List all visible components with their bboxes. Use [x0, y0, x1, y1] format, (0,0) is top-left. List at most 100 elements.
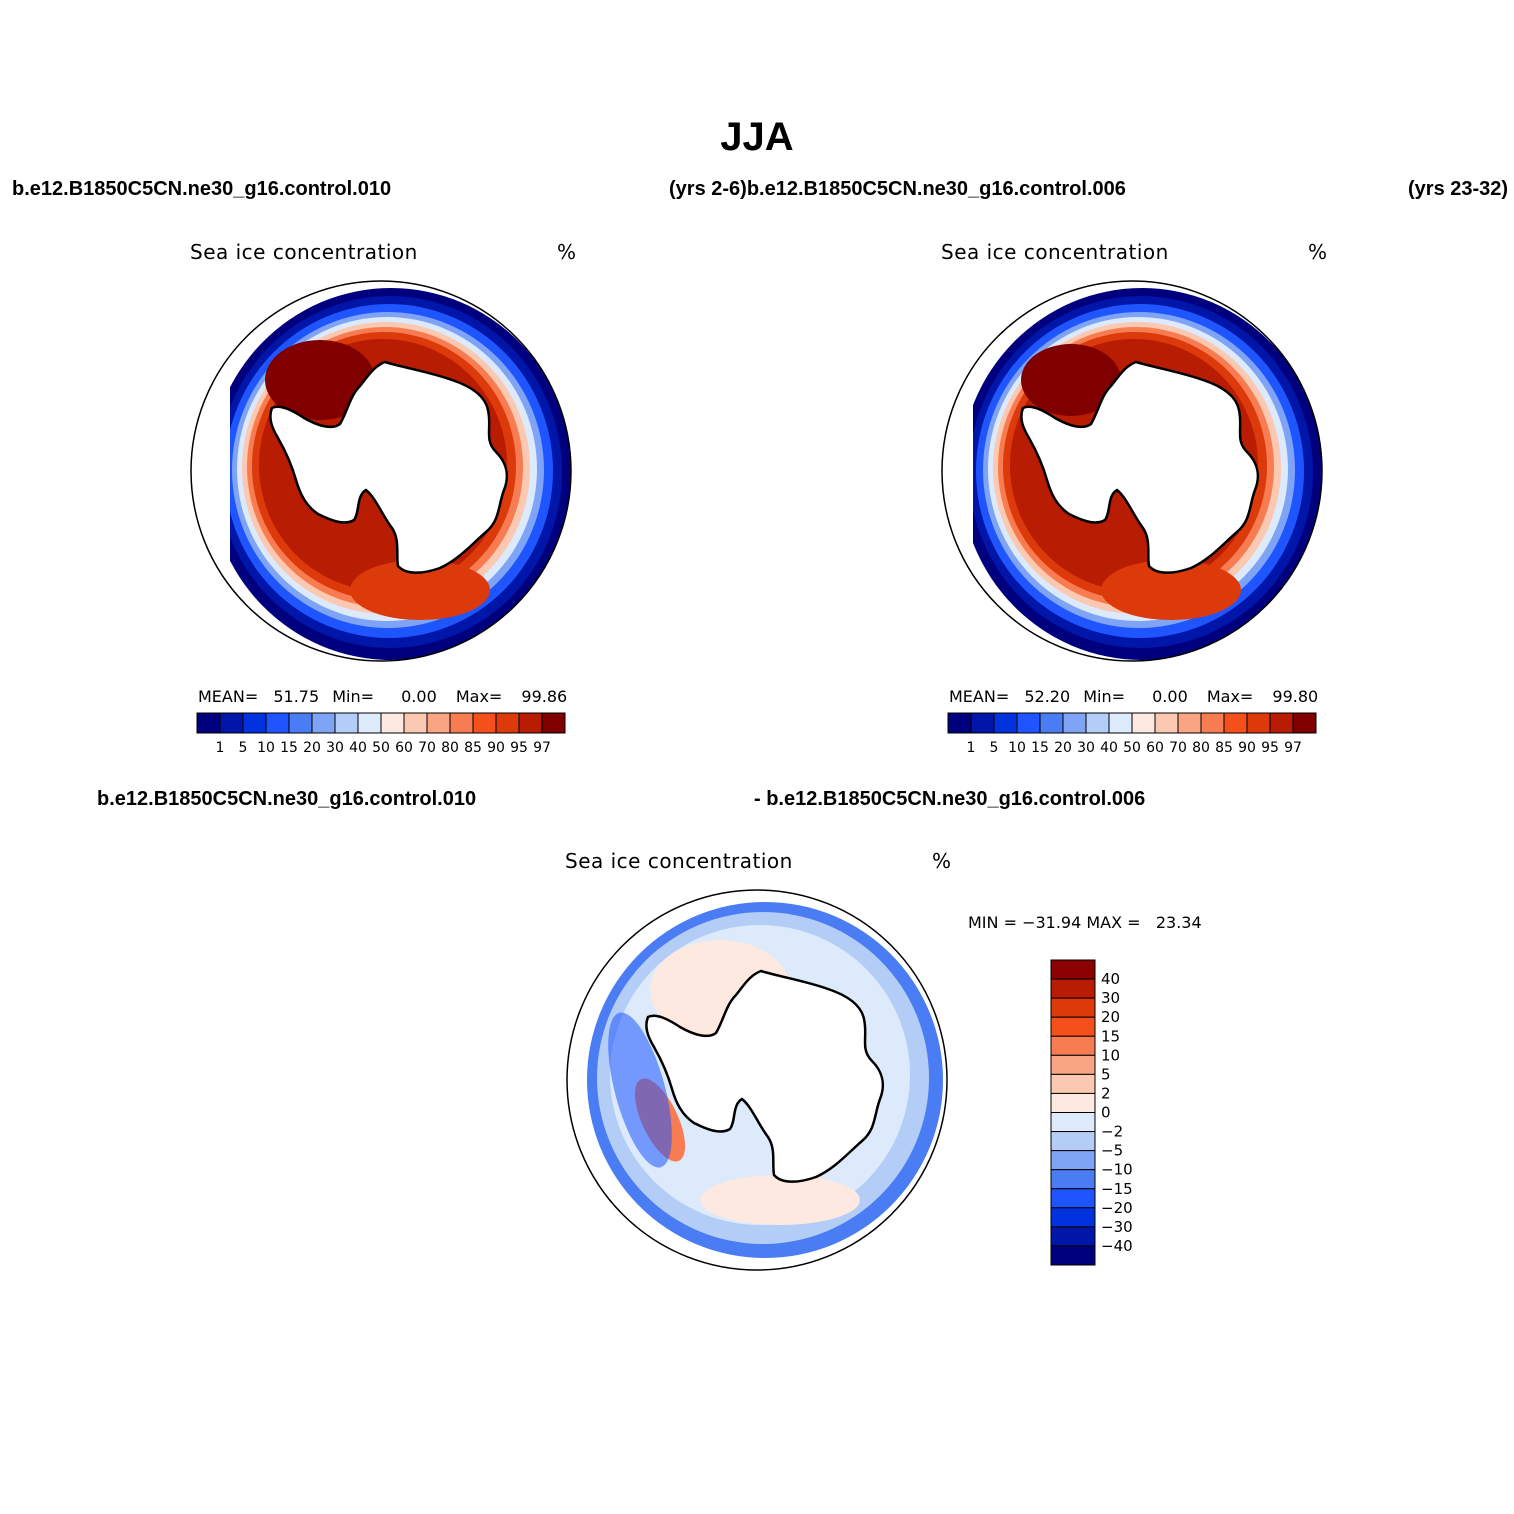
colorbar-label: 5 — [1101, 1065, 1111, 1083]
colorbar-label: 70 — [418, 740, 436, 756]
colorbar-label: 0 — [1101, 1104, 1111, 1122]
diff-unit: % — [932, 849, 952, 873]
colorbar-label: 60 — [1146, 740, 1164, 756]
colorbar-swatch — [1050, 1054, 1096, 1075]
figure-title: JJA — [720, 115, 794, 159]
colorbar-swatch — [1050, 1112, 1096, 1133]
max-label: Max= — [455, 687, 503, 706]
mean-value: 52.20 — [1024, 687, 1071, 706]
colorbar-swatch — [1050, 1131, 1096, 1152]
diff-map — [566, 889, 948, 1271]
panel1-stats: MEAN= 51.75 Min= 0.00 Max= 99.86 — [198, 687, 567, 706]
colorbar-swatch — [472, 712, 497, 734]
colorbar-swatch — [993, 712, 1018, 734]
max-value: 99.80 — [1272, 687, 1319, 706]
ice-ross-zone — [350, 560, 490, 620]
colorbar-swatch — [1292, 712, 1317, 734]
panel1-unit: % — [557, 240, 577, 264]
colorbar-swatch — [288, 712, 313, 734]
colorbar-swatch — [1154, 712, 1179, 734]
colorbar-panel1: 1 5 10 15 20 30 40 50 60 70 80 85 90 95 97 — [196, 712, 566, 756]
colorbar-swatch — [495, 712, 520, 734]
colorbar-label: −30 — [1101, 1218, 1133, 1236]
min-label: Min= — [1083, 687, 1126, 706]
colorbar-swatch — [518, 712, 543, 734]
colorbar-swatch — [196, 712, 221, 734]
colorbar-swatch — [1050, 959, 1096, 980]
mean-label: MEAN= — [198, 687, 259, 706]
colorbar-label: 20 — [1101, 1008, 1120, 1026]
colorbar-swatch — [219, 712, 244, 734]
colorbar-label: 97 — [533, 740, 551, 756]
colorbar-label: 10 — [1008, 740, 1026, 756]
colorbar-label: 85 — [1215, 740, 1233, 756]
diff-zone-pos2-south — [700, 1175, 860, 1225]
colorbar-label: 97 — [1284, 740, 1302, 756]
colorbar-label: 30 — [1101, 989, 1120, 1007]
panel2-unit: % — [1308, 240, 1328, 264]
colorbar-label: 30 — [1077, 740, 1095, 756]
colorbar-label: 95 — [510, 740, 528, 756]
colorbar-swatch — [1062, 712, 1087, 734]
colorbar-label: 5 — [990, 740, 999, 756]
colorbar-swatch — [1050, 1226, 1096, 1247]
colorbar-label: 40 — [1100, 740, 1118, 756]
colorbar-swatch — [1108, 712, 1133, 734]
colorbar-swatch — [1016, 712, 1041, 734]
colorbar-label: 15 — [1031, 740, 1049, 756]
colorbar-label: 50 — [1123, 740, 1141, 756]
max-value: 99.86 — [521, 687, 568, 706]
min-label: Min= — [332, 687, 375, 706]
colorbar-swatch — [541, 712, 566, 734]
colorbar-label: 2 — [1101, 1084, 1111, 1102]
colorbar-swatch — [1050, 1016, 1096, 1037]
colorbar-swatch — [265, 712, 290, 734]
colorbar-swatch — [1039, 712, 1064, 734]
panel1-title: Sea ice concentration — [190, 240, 418, 264]
colorbar-label: 10 — [1101, 1046, 1120, 1064]
min-value: 0.00 — [401, 687, 437, 706]
colorbar-swatch — [403, 712, 428, 734]
colorbar-swatch — [311, 712, 336, 734]
diff-case-right: - b.e12.B1850C5CN.ne30_g16.control.006 — [754, 788, 1146, 810]
panel2-map — [941, 280, 1323, 662]
colorbar-swatch — [1050, 1207, 1096, 1228]
colorbar-swatch — [1050, 1169, 1096, 1190]
colorbar-label: −5 — [1101, 1142, 1123, 1160]
colorbar-label: 30 — [326, 740, 344, 756]
min-value: 0.00 — [1152, 687, 1188, 706]
colorbar-swatch — [426, 712, 451, 734]
colorbar-swatch — [1050, 1245, 1096, 1266]
max-label: Max= — [1206, 687, 1254, 706]
colorbar-swatch — [1050, 1150, 1096, 1171]
diff-title: Sea ice concentration — [565, 849, 793, 873]
years-right: (yrs 23-32) — [1408, 178, 1508, 200]
colorbar-label: 5 — [239, 740, 248, 756]
colorbar-label: 15 — [280, 740, 298, 756]
colorbar-panel2: 1 5 10 15 20 30 40 50 60 70 80 85 90 95 97 — [947, 712, 1317, 756]
colorbar-label: 90 — [487, 740, 505, 756]
colorbar-swatch — [1246, 712, 1271, 734]
colorbar-swatch — [1131, 712, 1156, 734]
colorbar-swatch — [947, 712, 972, 734]
colorbar-swatch — [357, 712, 382, 734]
colorbar-label: 10 — [257, 740, 275, 756]
colorbar-swatch — [1085, 712, 1110, 734]
colorbar-label: 20 — [1054, 740, 1072, 756]
colorbar-label: 1 — [216, 740, 225, 756]
colorbar-swatch — [1223, 712, 1248, 734]
ice-max-zone — [265, 340, 375, 420]
colorbar-label: −10 — [1101, 1161, 1133, 1179]
colorbar-label: 95 — [1261, 740, 1279, 756]
colorbar-swatch — [1050, 978, 1096, 999]
colorbar-label: −20 — [1101, 1199, 1133, 1217]
colorbar-swatch — [334, 712, 359, 734]
panel2-title: Sea ice concentration — [941, 240, 1169, 264]
colorbar-swatch — [1200, 712, 1225, 734]
colorbar-swatch — [1050, 997, 1096, 1018]
mean-label: MEAN= — [949, 687, 1010, 706]
colorbar-label: −2 — [1101, 1123, 1123, 1141]
case1-name: b.e12.B1850C5CN.ne30_g16.control.010 — [12, 178, 392, 200]
colorbar-swatch — [380, 712, 405, 734]
